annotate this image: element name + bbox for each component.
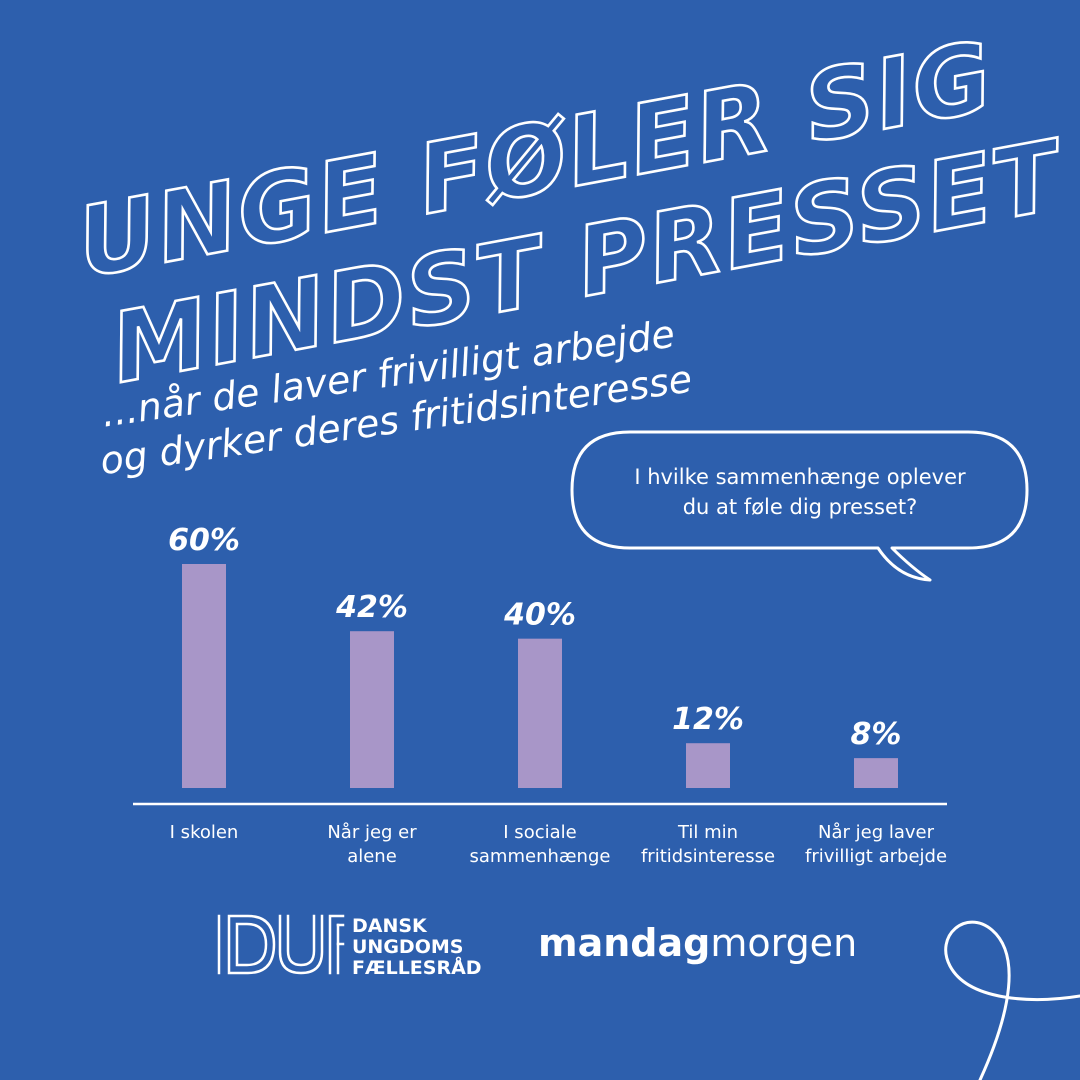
- value-label-3: 40%: [503, 598, 576, 633]
- category-label-5-line-2: frivilligt arbejde: [805, 846, 947, 867]
- value-label-1: 60%: [168, 523, 240, 558]
- duf-name-line-2: UNGDOMS: [352, 936, 463, 958]
- category-label-4-line-2: fritidsinteresse: [641, 846, 775, 867]
- speech-bubble-outline: [570, 430, 1029, 582]
- bar-3: [518, 638, 562, 788]
- duf-name-line-1: DANSK: [352, 915, 428, 937]
- value-label-5: 8%: [851, 717, 902, 752]
- bar-2: [350, 631, 394, 788]
- duf-mark-icon: [217, 914, 345, 975]
- category-label-2-line-2: alene: [347, 846, 397, 867]
- mandagmorgen-logo: mandagmorgen: [538, 921, 857, 965]
- category-label-2-line-1: Når jeg er: [327, 822, 417, 843]
- category-label-1: I skolen: [170, 822, 239, 843]
- value-label-4: 12%: [672, 702, 744, 737]
- bar-4: [686, 743, 730, 788]
- duf-logo: DANSK UNGDOMS FÆLLESRÅD: [217, 914, 482, 979]
- category-label-5-line-1: Når jeg laver: [818, 822, 935, 843]
- category-label-3-line-2: sammenhænge: [470, 846, 611, 867]
- bar-1: [182, 564, 226, 788]
- duf-name-line-3: FÆLLESRÅD: [352, 955, 482, 979]
- decorative-swirl: [944, 920, 1080, 1080]
- value-label-2: 42%: [335, 590, 408, 625]
- category-label-3-line-1: I sociale: [503, 822, 576, 843]
- mandagmorgen-wordmark: mandagmorgen: [538, 921, 857, 965]
- bar-chart: 60% I skolen 42% Når jeg er alene 40% I social…: [133, 523, 947, 867]
- question-line-1: I hvilke sammenhænge oplever: [634, 465, 966, 489]
- mandagmorgen-bold: mandag: [538, 921, 710, 965]
- question-line-2: du at føle dig presset?: [683, 495, 918, 519]
- bar-5: [854, 758, 898, 788]
- speech-bubble: I hvilke sammenhænge oplever du at føle …: [570, 430, 1029, 582]
- mandagmorgen-light: morgen: [710, 921, 857, 965]
- category-label-4-line-1: Til min: [677, 822, 738, 843]
